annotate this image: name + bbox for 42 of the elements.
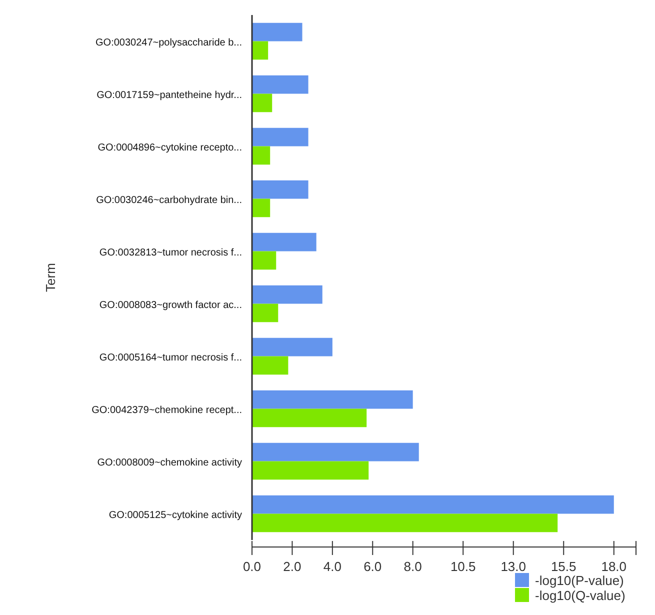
x-tick-label: 10.5 bbox=[450, 559, 476, 574]
bar bbox=[252, 198, 270, 218]
bar bbox=[252, 22, 302, 42]
y-tick-label: GO:0004896~cytokine recepto... bbox=[98, 142, 242, 154]
bar bbox=[252, 408, 367, 428]
y-tick-label: GO:0032813~tumor necrosis f... bbox=[99, 247, 242, 258]
bar bbox=[252, 514, 558, 532]
y-tick-label: GO:0005164~tumor necrosis f... bbox=[99, 352, 242, 364]
bar bbox=[252, 94, 272, 112]
bar bbox=[252, 285, 322, 304]
bar bbox=[252, 304, 278, 322]
y-tick-label: GO:0008083~growth factor ac... bbox=[99, 300, 242, 311]
y-tick-label: GO:0042379~chemokine recept... bbox=[92, 404, 242, 416]
x-tick-label: 8.0 bbox=[404, 559, 422, 574]
bar bbox=[252, 75, 308, 94]
x-tick-label: 15.5 bbox=[550, 559, 576, 574]
y-tick-label: GO:0005125~cytokine activity bbox=[108, 510, 242, 521]
y-tick-label: GO:0017159~pantetheine hydr... bbox=[96, 90, 242, 101]
x-tick-label: 13.0 bbox=[500, 559, 526, 574]
bar bbox=[252, 128, 308, 146]
y-axis-title: Term bbox=[43, 263, 58, 292]
bar bbox=[252, 338, 332, 356]
bar bbox=[252, 232, 316, 252]
bar bbox=[252, 356, 288, 375]
y-tick-label: GO:0030247~polysaccharide b... bbox=[96, 37, 242, 48]
y-tick-label: GO:0030246~carbohydrate bin... bbox=[96, 194, 242, 206]
x-tick-label: 6.0 bbox=[364, 559, 382, 574]
bar bbox=[252, 442, 419, 462]
x-tick-label: 0.0 bbox=[242, 559, 262, 574]
x-tick-label: 4.0 bbox=[323, 559, 342, 574]
y-tick-label: GO:0008009~chemokine activity bbox=[97, 457, 242, 468]
bar bbox=[252, 495, 614, 514]
legend-label: -log10(P-value) bbox=[535, 573, 624, 588]
bar bbox=[252, 41, 268, 60]
bar bbox=[252, 251, 276, 270]
bar bbox=[252, 461, 369, 480]
bar bbox=[252, 180, 308, 199]
bar bbox=[252, 146, 270, 165]
bar bbox=[252, 390, 413, 409]
legend-label: -log10(Q-value) bbox=[535, 588, 626, 603]
x-tick-label: 2.0 bbox=[283, 559, 302, 574]
x-tick-label: 18.0 bbox=[601, 559, 627, 574]
